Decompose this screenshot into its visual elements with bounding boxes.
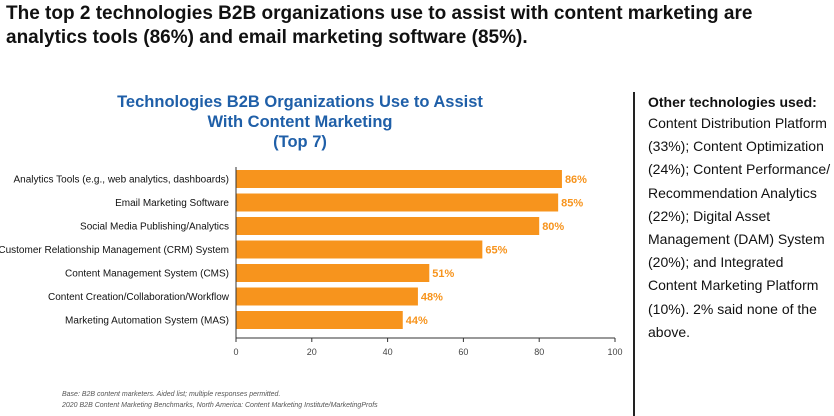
bar-3: [236, 217, 540, 235]
x-tick-label-6: 100: [607, 347, 622, 357]
sidebar: Other technologies used: Content Distrib…: [648, 92, 832, 344]
category-label-5: Content Management System (CMS): [65, 269, 229, 280]
category-label-2: Email Marketing Software: [115, 198, 229, 209]
category-label-7: Marketing Automation System (MAS): [65, 316, 229, 327]
value-label-1: 86%: [565, 174, 587, 186]
footnote-base: Base: B2B content marketers. Aided list;…: [62, 391, 281, 398]
x-tick-label-3: 40: [383, 347, 393, 357]
x-tick-label-1: 0: [233, 347, 238, 357]
chart-title-line-1: Technologies B2B Organizations Use to As…: [117, 93, 483, 111]
value-label-7: 44%: [406, 315, 428, 327]
x-tick-label-4: 60: [458, 347, 468, 357]
category-label-3: Social Media Publishing/Analytics: [80, 222, 229, 233]
category-label-1: Analytics Tools (e.g., web analytics, da…: [14, 175, 229, 186]
value-label-5: 51%: [432, 268, 454, 280]
footnote: Base: B2B content marketers. Aided list;…: [62, 389, 378, 411]
sidebar-divider: [633, 92, 635, 416]
bar-7: [236, 311, 403, 329]
bar-4: [236, 240, 483, 259]
bar-2: [236, 193, 559, 212]
footnote-source: 2020 B2B Content Marketing Benchmarks, N…: [62, 402, 378, 409]
value-label-4: 65%: [485, 245, 507, 257]
x-tick-label-2: 20: [307, 347, 317, 357]
value-label-3: 80%: [542, 221, 564, 233]
bar-chart: Analytics Tools (e.g., web analytics, da…: [0, 167, 623, 357]
chart-title: Technologies B2B Organizations Use to As…: [90, 92, 510, 152]
bar-1: [236, 170, 562, 188]
value-label-6: 48%: [421, 292, 443, 304]
chart-title-line-3: (Top 7): [273, 133, 327, 151]
x-tick-label-5: 80: [534, 347, 544, 357]
value-label-2: 85%: [561, 198, 583, 210]
chart-title-line-2: With Content Marketing: [207, 113, 393, 131]
headline: The top 2 technologies B2B organizations…: [6, 3, 753, 48]
bar-5: [236, 264, 430, 282]
category-label-4: Customer Relationship Management (CRM) S…: [0, 245, 229, 256]
sidebar-body: Content Distribution Platform (33%); Con…: [648, 115, 831, 340]
category-label-6: Content Creation/Collaboration/Workflow: [48, 292, 230, 303]
bar-6: [236, 287, 418, 306]
sidebar-heading: Other technologies used:: [648, 94, 817, 110]
